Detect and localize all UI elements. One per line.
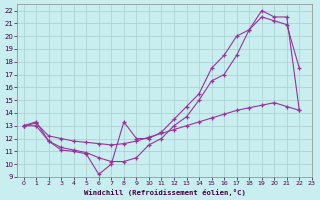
X-axis label: Windchill (Refroidissement éolien,°C): Windchill (Refroidissement éolien,°C) [84, 189, 245, 196]
